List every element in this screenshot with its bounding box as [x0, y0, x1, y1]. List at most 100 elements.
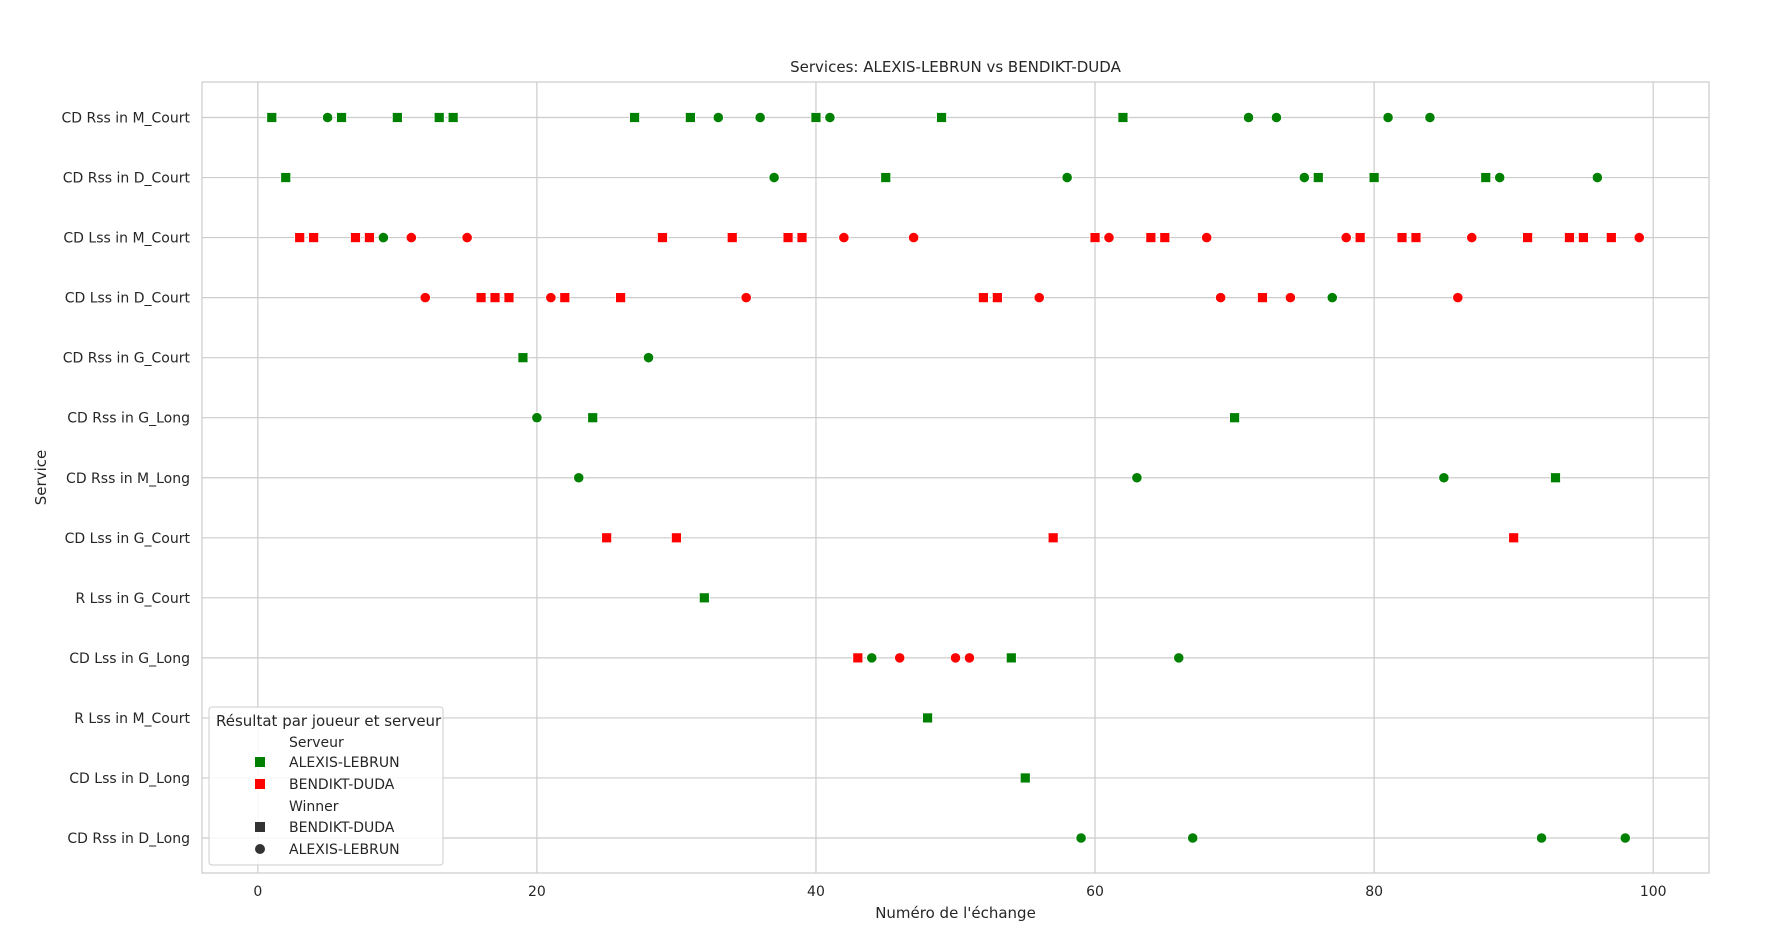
point-83-square — [1410, 232, 1422, 243]
point-80-square — [1368, 172, 1380, 183]
point-57-square — [1047, 532, 1059, 544]
y-tick-label-cd-lss-in-g-long: CD Lss in G_Long — [69, 651, 190, 667]
point-6-square — [336, 112, 347, 123]
point-35-circle — [740, 292, 752, 304]
point-48-square — [922, 712, 933, 724]
point-49-square — [936, 112, 947, 123]
legend-marker-alexis-lebrun — [255, 757, 265, 767]
point-78-circle — [1340, 231, 1352, 244]
point-92-circle — [1535, 832, 1548, 844]
point-21-circle — [545, 292, 557, 304]
y-tick-label-cd-rss-in-m-long: CD Rss in M_Long — [66, 471, 190, 487]
y-tick-label-cd-lss-in-d-long: CD Lss in D_Long — [69, 771, 190, 787]
point-14-square — [447, 112, 459, 123]
point-50-circle — [949, 652, 962, 664]
point-53-square — [991, 292, 1003, 304]
legend-hue-title: Serveur — [289, 735, 344, 751]
point-54-square — [1005, 652, 1017, 664]
point-97-square — [1605, 232, 1617, 243]
x-tick-label-0: 0 — [253, 884, 262, 900]
points-layer — [266, 111, 1645, 844]
point-63-circle — [1131, 472, 1143, 484]
x-axis-label: Numéro de l'échange — [875, 904, 1036, 922]
point-61-circle — [1103, 231, 1115, 244]
point-39-square — [796, 232, 808, 243]
point-30-square — [671, 532, 682, 544]
point-24-square — [587, 412, 599, 424]
point-99-circle — [1633, 231, 1645, 244]
point-17-square — [489, 292, 501, 304]
point-22-square — [559, 292, 571, 304]
point-26-square — [615, 292, 627, 304]
point-45-square — [880, 172, 892, 183]
point-88-square — [1480, 172, 1492, 183]
point-23-circle — [573, 472, 585, 484]
point-60-square — [1089, 232, 1101, 243]
point-89-circle — [1494, 171, 1506, 184]
x-tick-label-20: 20 — [528, 884, 546, 900]
point-25-square — [601, 532, 613, 544]
point-68-circle — [1201, 231, 1213, 244]
legend-box — [208, 706, 444, 866]
point-10-square — [391, 112, 403, 123]
point-96-circle — [1591, 171, 1603, 184]
point-79-square — [1354, 232, 1366, 243]
point-85-circle — [1438, 472, 1450, 484]
point-71-circle — [1242, 111, 1255, 124]
chart-title: Services: ALEXIS-LEBRUN vs BENDIKT-DUDA — [790, 58, 1121, 76]
point-3-square — [294, 232, 306, 243]
point-15-circle — [461, 231, 473, 244]
point-32-square — [698, 592, 710, 604]
y-tick-label-r-lss-in-g-court: R Lss in G_Court — [75, 591, 190, 607]
point-91-square — [1522, 232, 1534, 243]
point-59-circle — [1075, 832, 1087, 844]
point-8-square — [364, 232, 375, 243]
point-74-circle — [1284, 292, 1296, 304]
point-12-circle — [419, 292, 431, 304]
legend-square-marker — [255, 822, 265, 832]
legend-marker-bendikt-duda — [255, 779, 265, 789]
point-37-circle — [768, 171, 780, 184]
point-29-square — [657, 232, 668, 243]
point-31-square — [684, 112, 696, 123]
point-52-square — [978, 292, 989, 304]
point-72-square — [1257, 292, 1268, 304]
y-tick-labels: CD Rss in M_Court CD Rss in D_Court CD Lss… — [61, 111, 190, 848]
point-95-square — [1578, 232, 1589, 243]
point-36-circle — [754, 111, 766, 124]
point-44-circle — [866, 652, 878, 664]
legend-label-bendikt-duda: BENDIKT-DUDA — [289, 777, 395, 793]
point-84-circle — [1424, 111, 1436, 124]
point-27-square — [629, 112, 640, 123]
point-75-circle — [1298, 171, 1310, 184]
y-tick-label-cd-rss-in-g-court: CD Rss in G_Court — [63, 351, 191, 367]
point-47-circle — [908, 231, 920, 244]
legend-title: Résultat par joueur et serveur — [216, 712, 442, 730]
point-18-square — [503, 292, 515, 304]
point-33-circle — [712, 111, 724, 124]
point-9-circle — [377, 231, 389, 244]
x-tick-label-40: 40 — [807, 884, 825, 900]
point-13-square — [433, 112, 445, 123]
point-34-square — [726, 232, 738, 243]
x-tick-label-60: 60 — [1086, 884, 1104, 900]
x-tick-labels: 0 20 40 60 80 100 — [253, 884, 1666, 900]
point-86-circle — [1452, 292, 1464, 304]
legend: Résultat par joueur et serveur Serveur A… — [208, 706, 444, 866]
point-46-circle — [894, 652, 906, 664]
point-90-square — [1508, 532, 1520, 544]
point-51-circle — [963, 652, 976, 664]
point-58-circle — [1061, 171, 1073, 184]
point-4-square — [308, 232, 320, 243]
point-55-square — [1019, 772, 1031, 784]
point-38-square — [782, 232, 794, 243]
point-66-circle — [1173, 652, 1185, 664]
point-77-circle — [1326, 292, 1338, 304]
point-20-circle — [531, 412, 543, 424]
y-tick-label-cd-rss-in-g-long: CD Rss in G_Long — [67, 411, 190, 427]
legend-label-winner-bendikt-duda: BENDIKT-DUDA — [289, 820, 395, 836]
y-tick-label-r-lss-in-m-court: R Lss in M_Court — [74, 711, 190, 727]
point-64-square — [1145, 232, 1157, 243]
point-62-square — [1117, 112, 1129, 123]
